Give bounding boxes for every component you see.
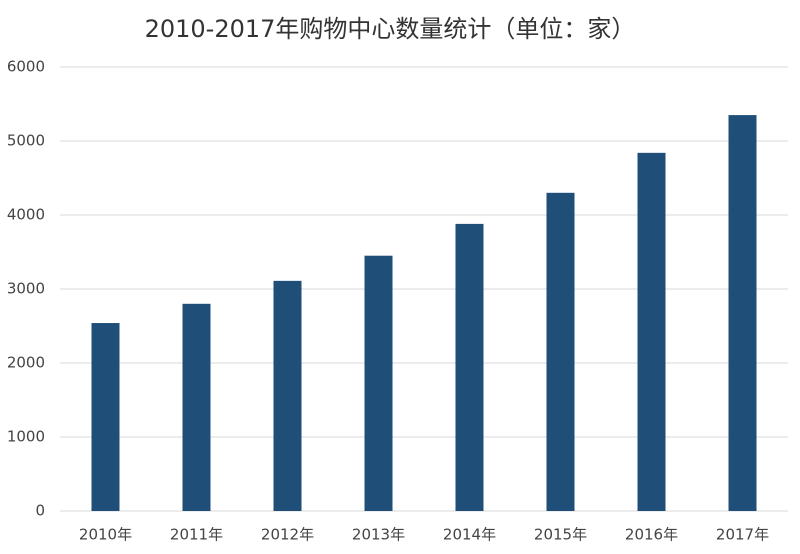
y-tick-label: 1000 — [7, 428, 45, 446]
bar — [91, 323, 120, 511]
x-tick-label: 2011年 — [170, 526, 223, 544]
y-tick-label: 0 — [35, 502, 45, 520]
x-tick-label: 2013年 — [352, 526, 405, 544]
y-tick-label: 4000 — [7, 206, 45, 224]
bar — [182, 303, 211, 511]
x-tick-label: 2012年 — [261, 526, 314, 544]
x-tick-label: 2014年 — [443, 526, 496, 544]
x-tick-label: 2015年 — [534, 526, 587, 544]
y-tick-label: 5000 — [7, 132, 45, 150]
chart-title: 2010-2017年购物中心数量统计（单位：家） — [145, 15, 636, 43]
y-tick-label: 3000 — [7, 280, 45, 298]
y-tick-label: 6000 — [7, 58, 45, 76]
bar — [455, 223, 484, 511]
bar — [273, 280, 302, 511]
x-tick-label: 2017年 — [716, 526, 769, 544]
y-tick-label: 2000 — [7, 354, 45, 372]
bar — [637, 152, 666, 511]
x-tick-label: 2010年 — [79, 526, 132, 544]
bar — [728, 115, 757, 511]
x-tick-label: 2016年 — [625, 526, 678, 544]
bar — [364, 255, 393, 511]
bar — [546, 192, 575, 512]
